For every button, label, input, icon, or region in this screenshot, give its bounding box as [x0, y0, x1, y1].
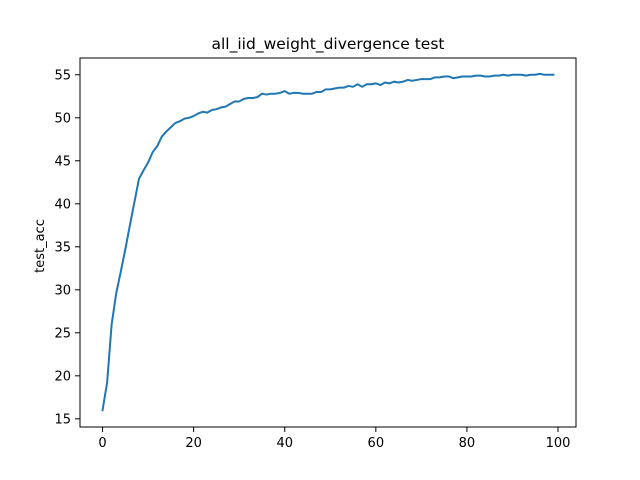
- y-tick-label-40: 40: [54, 197, 71, 212]
- y-tick-label-30: 30: [54, 283, 71, 298]
- axes-frame: [79, 57, 577, 428]
- y-tick-label-15: 15: [54, 412, 71, 427]
- y-tick-label-55: 55: [54, 68, 71, 83]
- x-tick-label-40: 40: [276, 436, 293, 451]
- series-line-0: [101, 72, 555, 412]
- plot-area: 0 20 40 60 80 100 15 20 25 30 35 40 45 50 55: [54, 57, 577, 451]
- y-tick-label-35: 35: [54, 240, 71, 255]
- y-tick-label-50: 50: [54, 111, 71, 126]
- x-tick-label-20: 20: [185, 436, 202, 451]
- chart-title: all_iid_weight_divergence test: [212, 35, 445, 54]
- x-tick-label-80: 80: [459, 436, 476, 451]
- y-tick-label-20: 20: [54, 369, 71, 384]
- y-axis-label: test_acc: [33, 219, 48, 273]
- y-tick-label-45: 45: [54, 154, 71, 169]
- y-tick-label-25: 25: [54, 326, 71, 341]
- x-tick-label-60: 60: [368, 436, 385, 451]
- x-tick-label-0: 0: [98, 436, 106, 451]
- x-tick-label-100: 100: [546, 436, 571, 451]
